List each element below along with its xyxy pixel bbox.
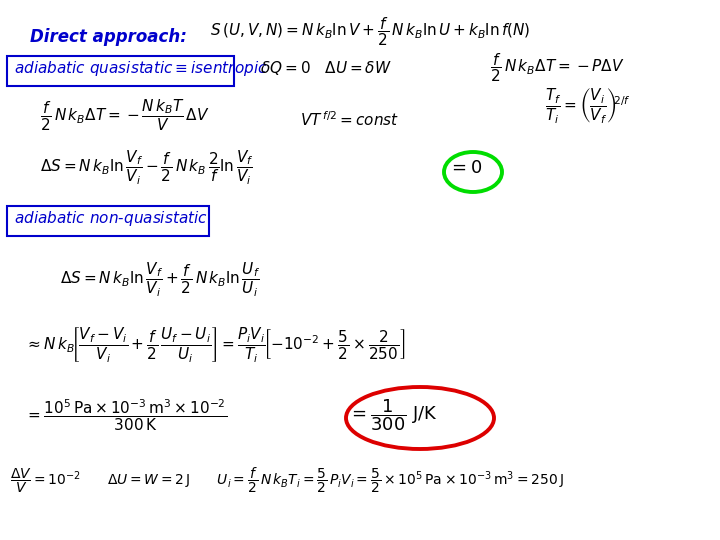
Text: Direct approach:: Direct approach: [30, 28, 187, 46]
Text: $= \dfrac{1}{300}\ \mathrm{J/K}$: $= \dfrac{1}{300}\ \mathrm{J/K}$ [348, 397, 438, 433]
Text: $= \dfrac{10^5\,\mathrm{Pa}\times 10^{-3}\,\mathrm{m}^3\times 10^{-2}}{300\,\mat: $= \dfrac{10^5\,\mathrm{Pa}\times 10^{-3… [25, 397, 228, 433]
Text: $\mathit{adiabatic\ non\text{-}quasistatic}$: $\mathit{adiabatic\ non\text{-}quasistat… [14, 208, 208, 227]
Text: $\mathit{adiabatic\ quasistatic} \equiv \mathit{isentropic}$: $\mathit{adiabatic\ quasistatic} \equiv … [14, 58, 268, 78]
Text: $\Delta S = N\,k_B\ln\dfrac{V_f}{V_i} - \dfrac{f}{2}\,N\,k_B\,\dfrac{2}{f}\ln\df: $\Delta S = N\,k_B\ln\dfrac{V_f}{V_i} - … [40, 149, 253, 187]
Text: $\delta Q = 0 \quad \Delta U = \delta W$: $\delta Q = 0 \quad \Delta U = \delta W$ [260, 59, 392, 77]
Text: $= 0$: $= 0$ [448, 159, 482, 177]
FancyBboxPatch shape [7, 206, 209, 236]
Text: $\dfrac{f}{2}\,N\,k_B\Delta T = -P\Delta V$: $\dfrac{f}{2}\,N\,k_B\Delta T = -P\Delta… [490, 52, 625, 84]
Text: $\approx N\,k_B\!\left[\dfrac{V_f - V_i}{V_i} + \dfrac{f}{2}\,\dfrac{U_f - U_i}{: $\approx N\,k_B\!\left[\dfrac{V_f - V_i}… [25, 326, 405, 365]
Text: $\dfrac{f}{2}\,N\,k_B\Delta T = -\dfrac{N\,k_B T}{V}\,\Delta V$: $\dfrac{f}{2}\,N\,k_B\Delta T = -\dfrac{… [40, 97, 210, 133]
Text: $\Delta S = N\,k_B\ln\dfrac{V_f}{V_i} + \dfrac{f}{2}\,N\,k_B\ln\dfrac{U_f}{U_i}$: $\Delta S = N\,k_B\ln\dfrac{V_f}{V_i} + … [60, 261, 260, 299]
Text: $VT^{\,f/2} = \mathit{const}$: $VT^{\,f/2} = \mathit{const}$ [300, 111, 400, 130]
FancyBboxPatch shape [7, 56, 234, 86]
Text: $S\,(U,V,N) = N\,k_B\ln V + \dfrac{f}{2}\,N\,k_B\ln U + k_B\ln f(N)$: $S\,(U,V,N) = N\,k_B\ln V + \dfrac{f}{2}… [210, 15, 531, 48]
Text: $\dfrac{T_f}{T_i} = \left(\dfrac{V_i}{V_f}\right)^{\!\!2/f}$: $\dfrac{T_f}{T_i} = \left(\dfrac{V_i}{V_… [545, 85, 631, 125]
Text: $\dfrac{\Delta V}{V} = 10^{-2} \qquad \Delta U = W = 2\,\mathrm{J} \qquadU_i = \: $\dfrac{\Delta V}{V} = 10^{-2} \qquad \D… [10, 465, 564, 495]
